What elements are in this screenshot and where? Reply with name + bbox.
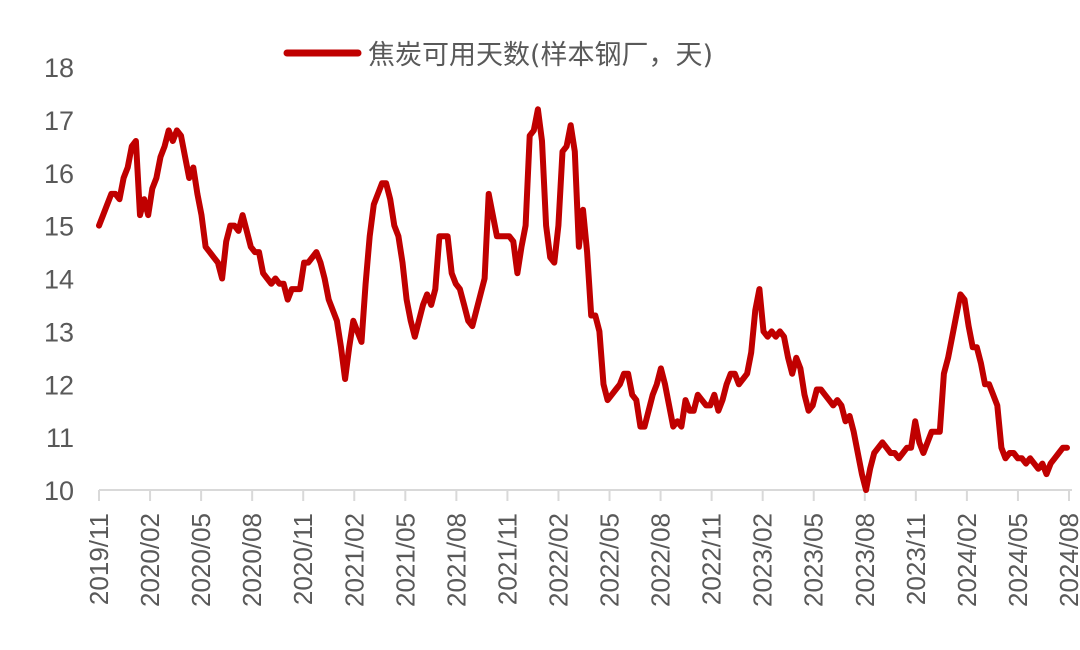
x-tick-label: 2021/02 — [339, 513, 369, 607]
y-tick-label: 16 — [44, 159, 74, 189]
x-tick-label: 2023/11 — [901, 513, 931, 605]
y-tick-label: 14 — [44, 265, 74, 295]
x-tick-label: 2022/11 — [697, 513, 727, 605]
x-tick-label: 2024/02 — [952, 513, 982, 607]
x-tick-label: 2020/02 — [135, 513, 165, 607]
x-tick-label: 2022/02 — [543, 513, 573, 607]
series-line-coke-days — [96, 106, 1070, 493]
x-tick-label: 2020/05 — [186, 513, 216, 607]
x-tick-label: 2021/08 — [441, 513, 471, 607]
y-tick-label: 15 — [44, 212, 74, 242]
x-tick-label: 2024/08 — [1054, 513, 1080, 607]
y-tick-label: 18 — [44, 53, 74, 83]
x-tick-label: 2022/05 — [595, 513, 625, 607]
y-tick-label: 17 — [44, 106, 74, 136]
x-tick-label: 2020/11 — [288, 513, 318, 605]
y-tick-label: 10 — [44, 476, 74, 506]
y-axis: 10 11 12 13 14 15 16 17 18 — [44, 53, 74, 506]
legend: 焦炭可用天数(样本钢厂，天) — [283, 40, 713, 71]
legend-label: 焦炭可用天数(样本钢厂，天) — [368, 40, 713, 71]
x-tick-label: 2022/08 — [646, 513, 676, 607]
x-tick-label: 2023/02 — [748, 513, 778, 607]
y-tick-label: 12 — [44, 370, 74, 400]
x-tick-label: 2023/08 — [850, 513, 880, 607]
x-tick-label: 2021/05 — [390, 513, 420, 607]
x-tick-label: 2023/05 — [799, 513, 829, 607]
x-tick-label: 2019/11 — [84, 513, 114, 605]
x-axis: 2019/11 2020/02 2020/05 2020/08 2020/11 2021/… — [84, 489, 1080, 607]
y-tick-label: 11 — [46, 423, 74, 453]
plot-area — [96, 106, 1070, 493]
x-tick-label: 2024/05 — [1003, 513, 1033, 607]
x-tick-label: 2021/11 — [492, 513, 522, 605]
y-tick-label: 13 — [44, 317, 74, 347]
x-tick-label: 2020/08 — [237, 513, 267, 607]
